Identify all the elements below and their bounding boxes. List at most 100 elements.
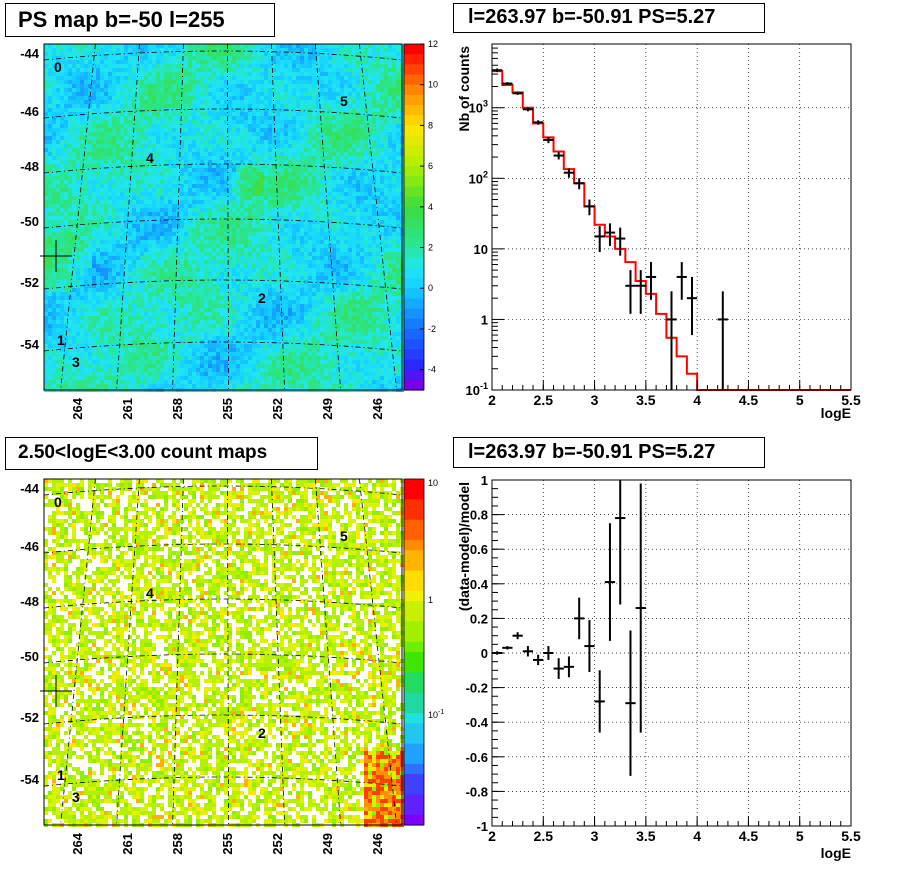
map-pixel (272, 192, 276, 196)
map-pixel (208, 84, 212, 88)
map-pixel (360, 72, 364, 76)
map-pixel (324, 184, 328, 188)
map-pixel (44, 148, 48, 152)
map-pixel (252, 196, 256, 200)
map-pixel (108, 60, 112, 64)
map-pixel (296, 220, 300, 224)
map-pixel (200, 56, 204, 60)
map-pixel (84, 48, 88, 52)
map-pixel (140, 208, 144, 212)
map-pixel (360, 56, 364, 60)
map-pixel (164, 196, 168, 200)
map-pixel (288, 144, 292, 148)
map-pixel (108, 140, 112, 144)
map-pixel (188, 264, 192, 268)
map-pixel (120, 232, 124, 236)
map-pixel (172, 192, 176, 196)
map-pixel (352, 224, 356, 228)
map-pixel (148, 108, 152, 112)
map-pixel (352, 104, 356, 108)
map-pixel (224, 232, 228, 236)
map-pixel (44, 88, 48, 92)
map-pixel (220, 132, 224, 136)
map-pixel (328, 172, 332, 176)
map-pixel (132, 220, 136, 224)
map-pixel (304, 156, 308, 160)
map-pixel (72, 220, 76, 224)
map-pixel (116, 204, 120, 208)
map-pixel (292, 152, 296, 156)
map-pixel (84, 52, 88, 56)
map-pixel (332, 56, 336, 60)
map-pixel (244, 108, 248, 112)
map-pixel (340, 144, 344, 148)
map-pixel (120, 264, 124, 268)
map-pixel (104, 120, 108, 124)
map-pixel (112, 88, 116, 92)
map-pixel (228, 240, 232, 244)
map-pixel (372, 212, 376, 216)
map-pixel (336, 208, 340, 212)
map-pixel (136, 196, 140, 200)
map-pixel (188, 68, 192, 72)
map-pixel (312, 148, 316, 152)
map-pixel (128, 228, 132, 232)
map-pixel (384, 232, 388, 236)
map-pixel (236, 144, 240, 148)
map-pixel (288, 224, 292, 228)
map-pixel (228, 144, 232, 148)
map-pixel (328, 152, 332, 156)
map-pixel (208, 220, 212, 224)
map-pixel (172, 76, 176, 80)
map-pixel (324, 208, 328, 212)
map-pixel (228, 180, 232, 184)
map-pixel (172, 152, 176, 156)
map-pixel (396, 212, 400, 216)
map-pixel (356, 236, 360, 240)
map-pixel (44, 260, 48, 264)
map-pixel (192, 220, 196, 224)
map-pixel (148, 44, 152, 48)
map-pixel (76, 224, 80, 228)
map-pixel (360, 140, 364, 144)
map-pixel (280, 112, 284, 116)
map-pixel (72, 180, 76, 184)
map-pixel (144, 72, 148, 76)
map-pixel (140, 212, 144, 216)
map-pixel (124, 64, 128, 68)
map-pixel (340, 248, 344, 252)
map-pixel (48, 212, 52, 216)
map-pixel (112, 148, 116, 152)
map-pixel (80, 192, 84, 196)
map-pixel (108, 248, 112, 252)
map-pixel (360, 60, 364, 64)
map-pixel (268, 240, 272, 244)
map-pixel (108, 164, 112, 168)
map-pixel (64, 256, 68, 260)
map-pixel (136, 48, 140, 52)
map-pixel (240, 64, 244, 68)
map-pixel (260, 216, 264, 220)
map-pixel (384, 172, 388, 176)
map-pixel (368, 164, 372, 168)
map-pixel (360, 184, 364, 188)
map-pixel (328, 208, 332, 212)
map-pixel (56, 48, 60, 52)
map-pixel (92, 148, 96, 152)
map-pixel (296, 52, 300, 56)
map-pixel (196, 264, 200, 268)
map-pixel (292, 128, 296, 132)
map-pixel (64, 112, 68, 116)
map-pixel (348, 172, 352, 176)
map-pixel (296, 68, 300, 72)
map-pixel (132, 212, 136, 216)
map-pixel (220, 200, 224, 204)
map-pixel (168, 248, 172, 252)
map-pixel (240, 216, 244, 220)
map-pixel (260, 116, 264, 120)
map-pixel (372, 196, 376, 200)
map-pixel (380, 160, 384, 164)
map-pixel (396, 92, 400, 96)
map-pixel (280, 184, 284, 188)
map-pixel (88, 68, 92, 72)
